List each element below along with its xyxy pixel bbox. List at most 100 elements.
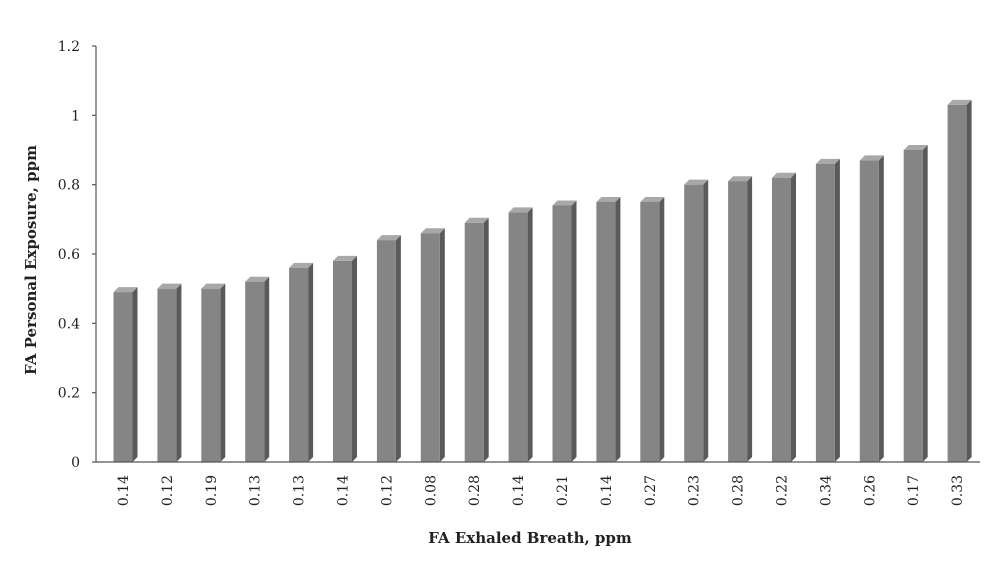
bar-front [201, 288, 221, 462]
bar [596, 197, 621, 462]
bar [113, 287, 138, 462]
bar-side [439, 228, 445, 462]
bar-side [834, 158, 840, 462]
bar-side [703, 179, 709, 462]
bar-side [878, 155, 884, 462]
bar-front [157, 288, 177, 462]
bar [684, 179, 709, 462]
x-tick-label: 0.12 [160, 475, 176, 506]
x-tick-label: 0.17 [906, 475, 922, 506]
bar-side [264, 276, 270, 462]
bar-side [220, 283, 226, 462]
bar-top [903, 145, 928, 150]
bars [113, 99, 972, 462]
bar-top [640, 197, 665, 202]
bar-front [859, 160, 879, 462]
bar-front [333, 260, 352, 462]
bar-front [596, 202, 616, 462]
bar [903, 145, 928, 462]
x-tick-label: 0.19 [204, 475, 220, 506]
x-tick-label: 0.14 [599, 475, 615, 506]
y-axis-title: FA Personal Exposure, ppm [22, 145, 40, 375]
x-tick-label: 0.27 [643, 475, 659, 506]
bar-front [684, 184, 704, 462]
bar-top [289, 262, 314, 268]
bar-side [922, 145, 928, 462]
bar-front [464, 222, 484, 462]
bar-side [966, 99, 972, 462]
bar-top [684, 179, 709, 185]
y-tick-label: 0.2 [58, 386, 80, 402]
bar-top [376, 235, 401, 241]
bar-side [176, 283, 182, 462]
x-tick-label: 0.08 [423, 475, 439, 506]
x-tick-label: 0.14 [336, 475, 352, 506]
x-tick-label: 0.14 [511, 475, 527, 506]
bar-side [352, 255, 357, 462]
bar-side [395, 235, 401, 462]
bar-top [245, 276, 270, 282]
bar-top [596, 197, 621, 202]
x-tick-label: 0.13 [292, 475, 308, 506]
bar [201, 283, 226, 462]
x-tick-label: 0.14 [116, 475, 132, 506]
bar-top [464, 217, 489, 223]
y-tick-label: 0 [71, 455, 80, 471]
bar-top [728, 176, 753, 182]
bar-top [815, 158, 840, 164]
x-axis-title: FA Exhaled Breath, ppm [428, 529, 632, 547]
x-tick-label: 0.12 [379, 475, 395, 506]
bar [245, 276, 270, 462]
bar-front [508, 212, 528, 462]
x-tick-label: 0.22 [775, 475, 791, 506]
bar-side [615, 197, 621, 462]
bar-side [571, 200, 577, 462]
bar-top [333, 255, 357, 261]
bar [508, 207, 533, 462]
bar-top [113, 287, 138, 293]
x-tick-label: 0.28 [731, 475, 747, 506]
bar-side [527, 207, 533, 462]
x-tick-label: 0.26 [862, 475, 878, 506]
x-tick-label: 0.21 [555, 475, 571, 506]
bar-front [640, 202, 660, 462]
y-tick-label: 0.8 [58, 178, 80, 194]
bar-side [747, 176, 753, 462]
bar-top [420, 228, 445, 234]
bar-top [772, 172, 796, 178]
bar [464, 217, 489, 462]
bar-side [659, 197, 665, 462]
x-tick-label: 0.33 [950, 475, 966, 506]
bar-front [728, 181, 748, 462]
bar [859, 155, 884, 462]
y-axis-ticks: 0 0.2 0.4 0.6 0.8 1 1.2 [58, 39, 96, 471]
bar-front [245, 281, 265, 462]
bar-front [376, 240, 396, 462]
bar [333, 255, 357, 462]
bar-front [903, 150, 923, 462]
x-axis-ticks: 0.14 0.12 0.19 0.13 0.13 0.14 0.12 0.08 0.28 0.14… [116, 475, 966, 506]
bar [289, 262, 314, 462]
bar-side [791, 172, 796, 462]
bar [728, 176, 753, 462]
bar-top [859, 155, 884, 161]
bar-side [483, 217, 489, 462]
bar [640, 197, 665, 462]
y-tick-label: 1.2 [58, 39, 80, 55]
x-tick-label: 0.34 [818, 475, 834, 506]
bar-top [947, 99, 972, 105]
bar [815, 158, 840, 462]
y-tick-label: 0.6 [58, 247, 80, 263]
bar-top [508, 207, 533, 213]
bar-top [157, 283, 182, 289]
bar [947, 99, 972, 462]
bar-front [815, 163, 835, 462]
y-tick-label: 1 [71, 108, 80, 124]
bar-side [308, 262, 314, 462]
bar-top [552, 200, 577, 206]
y-tick-label: 0.4 [58, 316, 80, 332]
bar-front [947, 104, 967, 462]
x-tick-label: 0.28 [467, 475, 483, 506]
bar-front [552, 205, 572, 462]
